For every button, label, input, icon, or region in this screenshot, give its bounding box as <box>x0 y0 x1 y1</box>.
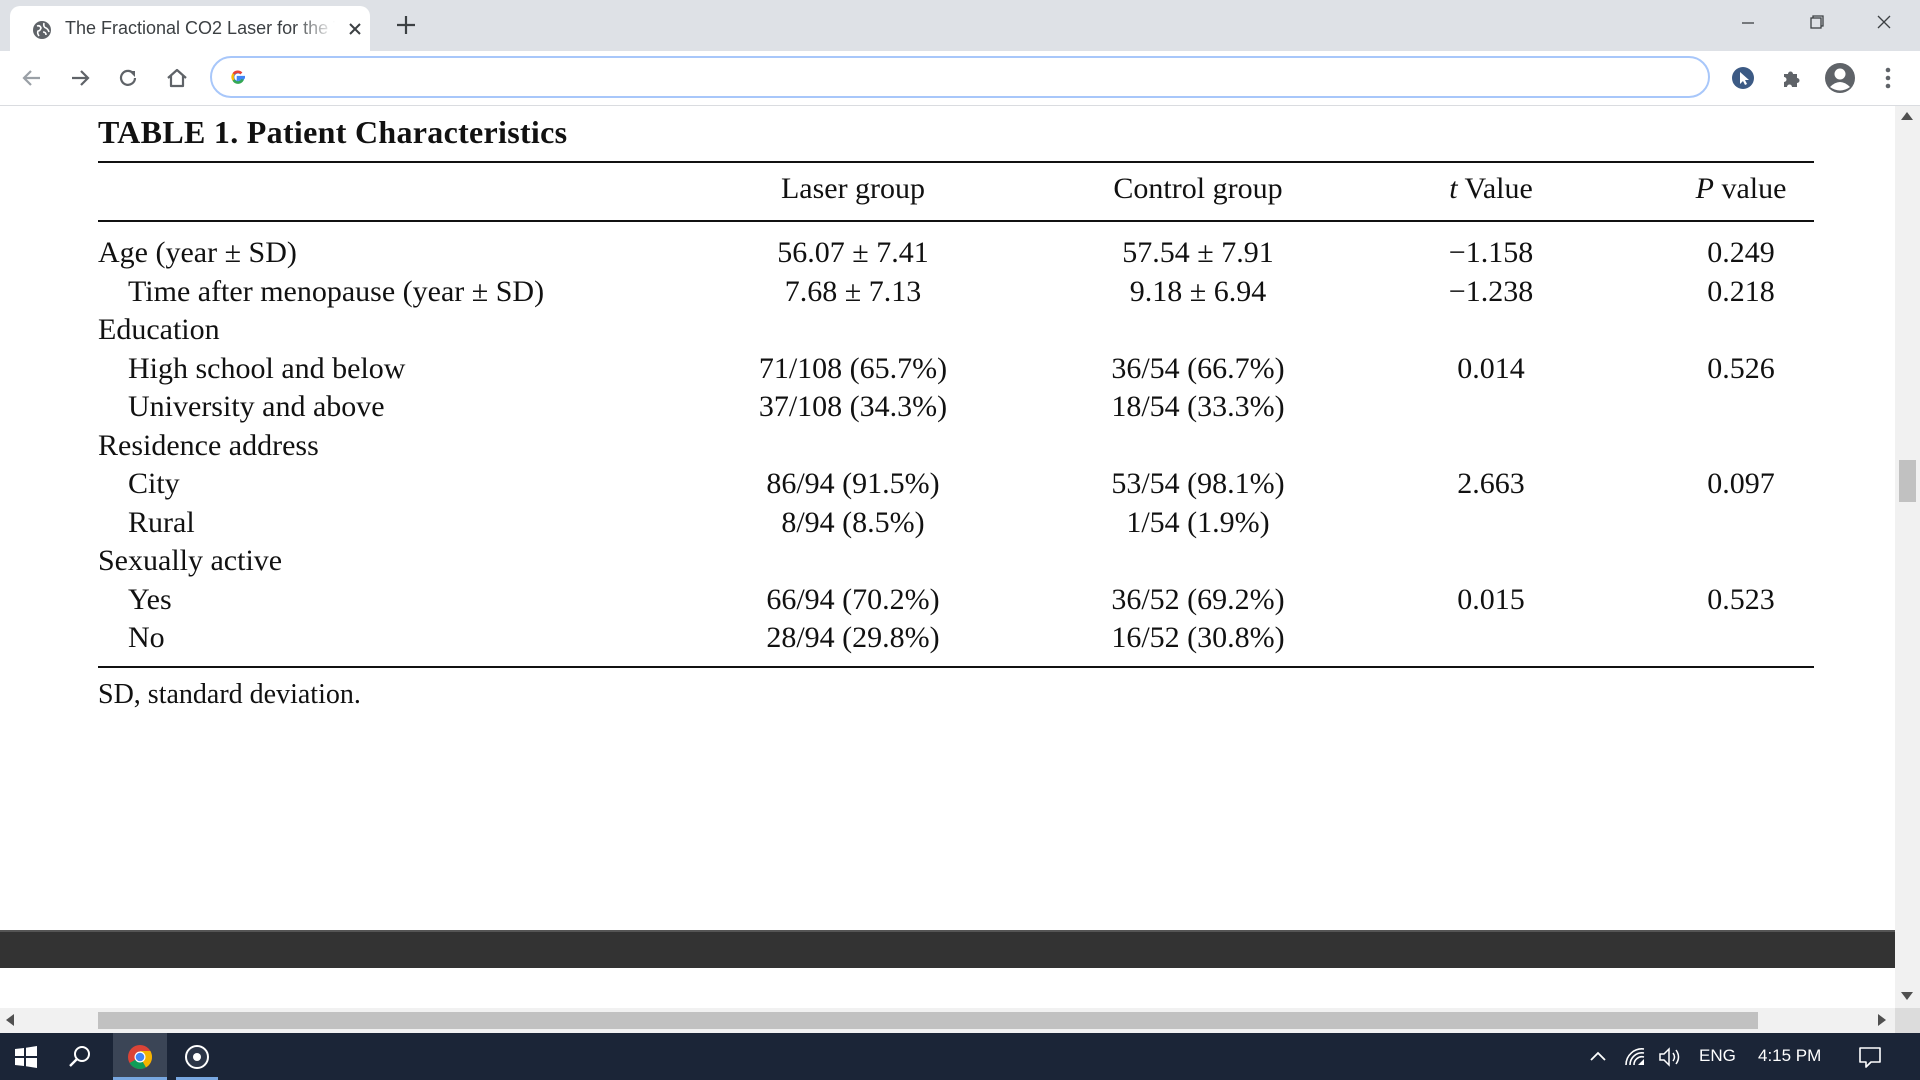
row-label: Education <box>98 313 220 346</box>
page-content: TABLE 1. Patient Characteristics Laser g… <box>0 106 1895 1008</box>
media-running-indicator <box>176 1077 218 1080</box>
reload-icon[interactable] <box>114 64 142 92</box>
profile-icon[interactable] <box>1824 62 1856 94</box>
back-arrow-icon[interactable] <box>18 64 46 92</box>
row-label: Yes <box>128 582 172 616</box>
address-input[interactable] <box>260 64 1664 92</box>
wifi-icon[interactable] <box>1622 1043 1650 1071</box>
restore-window-button[interactable] <box>1794 8 1838 38</box>
table-footnote: SD, standard deviation. <box>98 679 361 710</box>
address-bar[interactable] <box>210 56 1710 98</box>
table-top-rule <box>98 161 1814 163</box>
table-header-rule <box>98 220 1814 222</box>
puzzle-icon[interactable] <box>1777 64 1805 92</box>
globe-icon <box>33 21 51 39</box>
forward-arrow-icon[interactable] <box>66 64 94 92</box>
new-tab-button[interactable] <box>393 12 419 38</box>
table-bottom-rule <box>98 666 1814 668</box>
browser-toolbar <box>0 51 1920 106</box>
page-footer-bar <box>0 930 1895 968</box>
taskbar-clock[interactable]: 4:15 PM <box>1758 1046 1822 1065</box>
row-label: City <box>128 467 180 500</box>
row-label: Residence address <box>98 428 319 462</box>
row-label: Time after menopause (year ± SD) <box>128 274 545 308</box>
table-title: TABLE 1. Patient Characteristics <box>98 114 568 150</box>
scroll-right-arrow-icon[interactable] <box>1878 1014 1886 1026</box>
browser-tab-active[interactable]: The Fractional CO2 Laser for the Treatme… <box>10 6 370 51</box>
vertical-scrollbar[interactable] <box>1895 106 1920 1008</box>
row-label: Rural <box>128 505 195 539</box>
minimize-window-button[interactable] <box>1726 8 1770 38</box>
windows-start-icon[interactable] <box>12 1043 40 1071</box>
scrollbar-corner <box>1895 1008 1920 1033</box>
media-player-icon[interactable] <box>183 1043 211 1071</box>
tab-strip: The Fractional CO2 Laser for the Treatme… <box>0 0 1920 51</box>
row-label: Sexually active <box>98 544 283 577</box>
google-g-icon <box>231 70 245 84</box>
chrome-running-indicator <box>113 1077 167 1080</box>
input-language-indicator[interactable]: ENG <box>1699 1046 1736 1065</box>
volume-icon[interactable] <box>1656 1043 1684 1071</box>
close-tab-icon[interactable] <box>344 18 366 40</box>
scroll-down-arrow-icon[interactable] <box>1901 992 1913 1000</box>
tab-title: The Fractional CO2 Laser for the Treatme… <box>65 18 335 38</box>
notifications-icon[interactable] <box>1856 1043 1884 1071</box>
close-window-button[interactable] <box>1862 8 1906 38</box>
vertical-scroll-thumb[interactable] <box>1899 460 1916 502</box>
cursor-extension-icon[interactable] <box>1729 64 1757 92</box>
row-label: University and above <box>128 390 385 423</box>
row-label: Age (year ± SD) <box>98 236 297 269</box>
row-label: No <box>128 621 165 654</box>
horizontal-scrollbar[interactable] <box>0 1008 1895 1033</box>
chrome-icon[interactable] <box>126 1043 154 1071</box>
home-icon[interactable] <box>163 64 191 92</box>
scroll-left-arrow-icon[interactable] <box>6 1014 14 1026</box>
show-hidden-icons-chevron-icon[interactable] <box>1586 1043 1610 1071</box>
search-icon[interactable] <box>66 1043 94 1071</box>
scroll-up-arrow-icon[interactable] <box>1901 112 1913 120</box>
horizontal-scroll-thumb[interactable] <box>98 1012 1758 1029</box>
row-label: High school and below <box>128 351 406 385</box>
kebab-menu-icon[interactable] <box>1874 64 1902 92</box>
windows-taskbar: ENG 4:15 PM <box>0 1033 1920 1080</box>
